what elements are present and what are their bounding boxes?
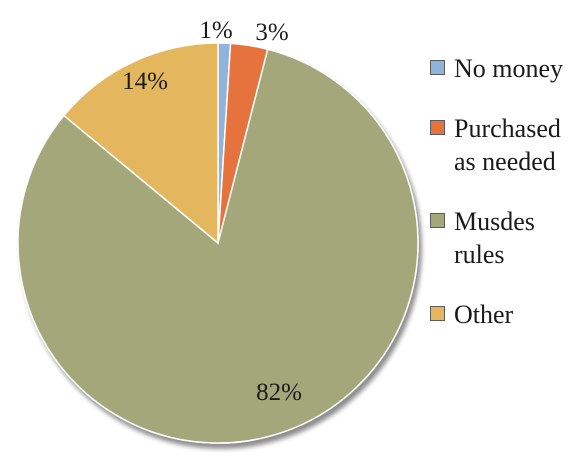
- legend-item-no-money: No money: [428, 52, 587, 85]
- legend-label: Musdes rules: [454, 207, 535, 269]
- legend-swatch: [430, 213, 445, 228]
- pie-slice-other: [62, 42, 219, 245]
- legend-swatch: [430, 120, 445, 135]
- legend-swatch: [430, 60, 445, 75]
- data-label-no-money: 1%: [199, 17, 232, 44]
- pie-slice-musdes-rules: [17, 48, 419, 444]
- data-label-musdes-rules: 82%: [256, 379, 302, 406]
- data-label-purchased-as-needed: 3%: [255, 19, 288, 46]
- legend-item-purchased-as-needed: Purchased as needed: [428, 112, 587, 178]
- legend-item-other: Other: [428, 298, 587, 331]
- legend-item-musdes-rules: Musdes rules: [428, 205, 587, 271]
- legend: No money Purchased as needed Musdes rules …: [428, 52, 587, 331]
- legend-label: Purchased as needed: [454, 114, 561, 176]
- legend-label: Other: [454, 300, 514, 329]
- legend-swatch: [430, 306, 445, 321]
- data-label-other: 14%: [122, 68, 168, 95]
- legend-label: No money: [454, 54, 564, 83]
